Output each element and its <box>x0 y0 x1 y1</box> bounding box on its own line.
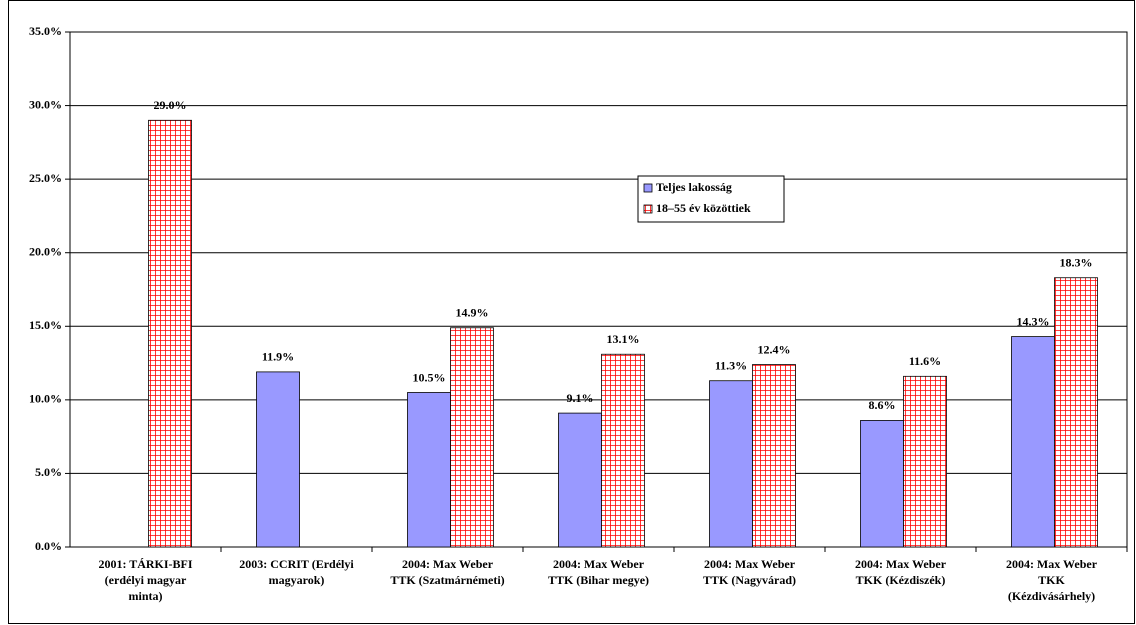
y-tick-label: 5.0% <box>35 465 62 479</box>
legend-box <box>637 175 785 223</box>
bar <box>1054 277 1098 548</box>
data-label: 8.6% <box>869 398 896 412</box>
data-label: 11.9% <box>262 350 294 364</box>
x-tick-label: 2004: Max Weber <box>402 557 494 571</box>
legend-swatch <box>643 204 653 214</box>
bar <box>407 392 451 548</box>
data-label: 14.9% <box>456 306 489 320</box>
bar <box>1011 336 1055 548</box>
x-tick-label: 2004: Max Weber <box>1006 557 1098 571</box>
y-tick-label: 10.0% <box>29 392 62 406</box>
data-label: 9.1% <box>567 391 594 405</box>
x-tick-label: 2003: CCRIT (Erdélyi <box>239 557 354 571</box>
x-tick-label: TKK (Kézdiszék) <box>856 573 946 587</box>
x-tick-label: 2004: Max Weber <box>855 557 947 571</box>
data-label: 10.5% <box>413 370 446 384</box>
bar <box>558 412 602 548</box>
legend-label: Teljes lakosság <box>656 180 732 194</box>
legend-swatch <box>643 183 653 193</box>
chart-border <box>8 0 1135 624</box>
bar <box>752 364 796 548</box>
x-tick-label: TTK (Szatmárnémeti) <box>390 573 504 587</box>
x-tick-label: 2004: Max Weber <box>553 557 645 571</box>
y-tick-label: 35.0% <box>29 24 62 38</box>
data-label: 11.6% <box>909 354 941 368</box>
data-label: 29.0% <box>154 98 187 112</box>
x-tick-label: minta) <box>129 589 163 603</box>
x-tick-label: (erdélyi magyar <box>105 573 187 587</box>
bar <box>148 119 192 548</box>
x-tick-label: TTK (Bihar megye) <box>548 573 649 587</box>
legend-label: 18–55 év közöttiek <box>656 201 751 215</box>
x-tick-label: 2004: Max Weber <box>704 557 796 571</box>
bar <box>860 420 904 548</box>
data-label: 14.3% <box>1017 314 1050 328</box>
x-tick-label: TTK (Nagyvárad) <box>703 573 796 587</box>
x-tick-label: magyarok) <box>269 573 325 587</box>
y-tick-label: 25.0% <box>29 171 62 185</box>
data-label: 12.4% <box>758 342 791 356</box>
y-tick-label: 15.0% <box>29 318 62 332</box>
y-tick-label: 30.0% <box>29 97 62 111</box>
bar <box>256 371 300 548</box>
data-label: 13.1% <box>607 332 640 346</box>
bar <box>709 380 753 548</box>
data-label: 11.3% <box>715 358 747 372</box>
bar <box>903 375 947 548</box>
data-label: 18.3% <box>1060 255 1093 269</box>
y-tick-label: 20.0% <box>29 244 62 258</box>
x-tick-label: 2001: TÁRKI-BFI <box>98 557 192 571</box>
bar <box>601 353 645 548</box>
x-tick-label: TKK <box>1038 573 1065 587</box>
y-tick-label: 0.0% <box>35 539 62 553</box>
x-tick-label: (Kézdivásárhely) <box>1008 589 1095 603</box>
bar <box>450 327 494 548</box>
